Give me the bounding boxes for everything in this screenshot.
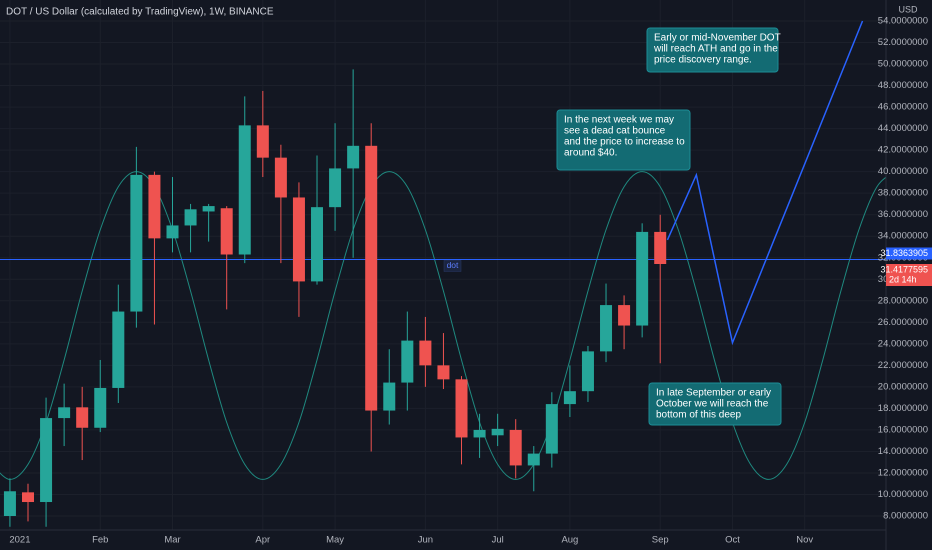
candle-body [419,340,432,366]
candle-body [220,208,233,255]
y-tick-label: 46.0000000 [878,102,928,113]
annotation-text: will reach ATH and go in the [653,44,778,55]
price-tag: 31.8363905 [880,248,928,258]
candle-body [654,231,667,265]
x-tick-label: Jul [492,535,504,546]
x-tick-label: 2021 [9,535,30,546]
x-tick-label: Oct [725,535,740,546]
projection-line [666,20,864,346]
x-tick-label: May [326,535,344,546]
y-tick-label: 18.0000000 [878,403,928,414]
candle-body [238,125,251,255]
price-tag-box [886,247,932,260]
candle-body [437,365,450,380]
candle-body [491,428,504,436]
annotation-text: In late September or early [656,388,771,399]
last-price-box [886,264,932,287]
annotation-text: and the price to increase to [564,137,685,148]
candle-body [600,305,613,352]
y-tick-label: 34.0000000 [878,231,928,242]
candle-body [94,387,107,428]
x-tick-label: Sep [652,535,669,546]
y-tick-label: 50.0000000 [878,59,928,70]
candle-body [527,453,540,466]
chart-title: DOT / US Dollar (calculated by TradingVi… [6,7,274,18]
x-tick-label: Aug [561,535,578,546]
plot-area: dot [0,20,886,527]
grid [0,0,886,530]
price-line-label: dot [447,260,459,270]
candle-body [130,174,143,312]
y-tick-label: 12.0000000 [878,467,928,478]
candle-body [40,418,53,503]
y-tick-label: 14.0000000 [878,446,928,457]
y-tick-label: 22.0000000 [878,360,928,371]
annotation-text: Early or mid-November DOT [654,33,781,44]
currency-label: USD [898,4,918,14]
y-tick-label: 36.0000000 [878,209,928,220]
last-price: 31.4177595 [880,264,928,274]
countdown: 2d 14h [889,274,917,284]
annotation-text: October we will reach the [656,399,769,410]
candle-body [347,145,360,169]
candle-body [21,492,34,503]
x-tick-label: Mar [164,535,180,546]
candle-body [58,407,71,419]
candle-body [401,340,414,383]
x-tick-label: Jun [418,535,433,546]
y-tick-label: 52.0000000 [878,37,928,48]
candle-body [148,174,161,239]
candle-body [581,351,594,392]
indicator-line [0,171,886,480]
candle-body [455,379,468,438]
candle-body [166,225,179,239]
annotation-text: see a dead cat bounce [564,126,666,137]
candle-body [311,207,324,282]
candle-body [618,305,631,326]
candle-body [545,404,558,454]
x-tick-label: Apr [255,535,270,546]
annotation-text: around $40. [564,148,617,159]
annotation-text: In the next week we may [564,115,674,126]
candle-body [3,491,16,517]
annotation-box [646,27,779,73]
y-tick-label: 26.0000000 [878,317,928,328]
y-tick-label: 10.0000000 [878,489,928,500]
price-line-label-box [443,260,462,272]
candle-body [636,231,649,326]
y-tick-label: 38.0000000 [878,188,928,199]
candle-body [274,157,287,198]
annotation-text: price discovery range. [654,55,752,66]
candle-body [365,145,378,411]
candle-body [509,429,522,466]
y-tick-label: 42.0000000 [878,145,928,156]
annotation-box [556,109,691,171]
y-tick-label: 54.0000000 [878,16,928,27]
annotation-box [648,382,782,426]
candle-body [563,391,576,405]
y-tick-label: 44.0000000 [878,123,928,134]
annotation-text: bottom of this deep [656,410,741,421]
y-tick-label: 20.0000000 [878,381,928,392]
x-tick-label: Feb [92,535,108,546]
candle-body [76,407,89,428]
y-tick-label: 8.0000000 [883,511,928,522]
y-tick-label: 24.0000000 [878,338,928,349]
candle-body [256,125,269,158]
candle-body [473,429,486,438]
candle-body [202,206,215,212]
candle-body [292,197,305,282]
candle-body [184,209,197,226]
y-tick-label: 48.0000000 [878,80,928,91]
candle-body [329,168,342,208]
y-tick-label: 40.0000000 [878,166,928,177]
axes: 8.0000000 10.0000000 12.0000000 14.0000000 1… [9,16,932,546]
candle-body [112,311,125,388]
x-tick-label: Nov [796,535,813,546]
y-tick-label: 16.0000000 [878,424,928,435]
y-tick-label: 28.0000000 [878,295,928,306]
candle-body [383,382,396,411]
